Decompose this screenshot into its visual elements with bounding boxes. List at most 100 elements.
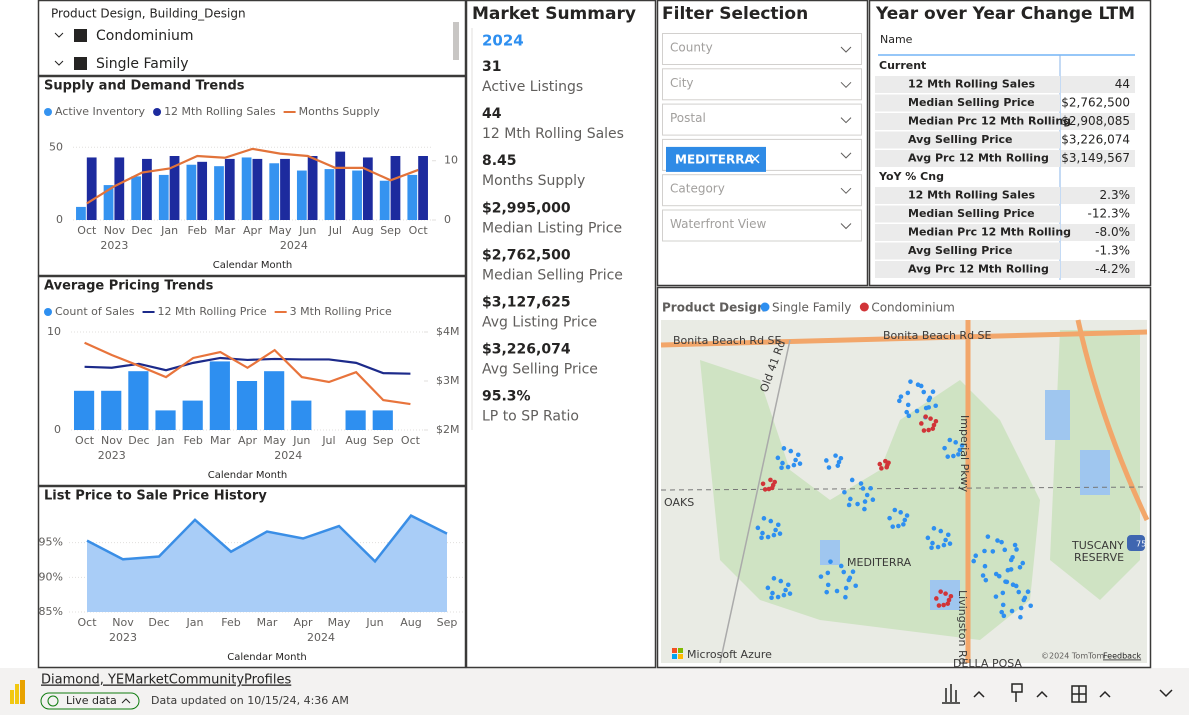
map-dot xyxy=(990,549,996,554)
map-dot xyxy=(771,532,777,538)
row-bg xyxy=(875,150,1060,167)
line-series xyxy=(86,147,419,205)
map-dot xyxy=(775,594,781,600)
x-tick-label: Jan xyxy=(186,616,204,629)
row-value: 44 xyxy=(1115,77,1130,91)
x-tick-label: Feb xyxy=(183,434,202,447)
map-dot xyxy=(780,460,785,466)
kpi-label: Median Selling Price xyxy=(482,267,623,283)
year-label: 2024 xyxy=(274,449,302,462)
x-tick-label: Aug xyxy=(352,224,373,237)
x-tick-label: Apr xyxy=(243,224,263,237)
slicer-item[interactable]: Condominium xyxy=(96,28,193,44)
filter-box[interactable] xyxy=(662,174,862,207)
map-dot xyxy=(921,389,927,395)
map-dot xyxy=(1012,542,1018,548)
map-dot xyxy=(995,538,1000,543)
x-tick-label: Sep xyxy=(373,434,394,447)
x-tick-label: Nov xyxy=(101,434,123,447)
map-dot xyxy=(1022,595,1028,601)
filter-box[interactable] xyxy=(662,103,862,136)
row-name: Avg Selling Price xyxy=(908,133,1012,146)
x-tick-label: Aug xyxy=(400,616,421,629)
filter-box[interactable] xyxy=(662,33,862,65)
live-pill[interactable] xyxy=(40,692,140,710)
x-tick-label: Sep xyxy=(380,224,401,237)
map-dot xyxy=(850,569,856,575)
bar xyxy=(158,174,169,220)
map-dot xyxy=(915,382,921,388)
chip-remove[interactable] xyxy=(750,154,760,164)
report-name[interactable]: Diamond, YEMarketCommunityProfiles xyxy=(41,673,291,688)
x-tick-label: Jan xyxy=(160,224,178,237)
map-dot xyxy=(777,531,783,536)
map-dot xyxy=(775,455,781,461)
map-dot xyxy=(1025,589,1031,595)
map-dot xyxy=(1000,590,1006,596)
map-label: 75 xyxy=(1136,540,1146,549)
map-dot xyxy=(999,609,1004,615)
row-name: Avg Prc 12 Mth Rolling xyxy=(908,263,1049,276)
x-tick-label: Feb xyxy=(221,616,240,629)
kpi-value: $3,226,074 xyxy=(482,342,571,358)
year-label: 2023 xyxy=(100,239,128,252)
y2-tick-label: 10 xyxy=(444,154,458,167)
map-dot xyxy=(824,589,829,595)
map-dot xyxy=(1020,560,1026,566)
row-bg xyxy=(875,94,1060,112)
map-dot xyxy=(943,537,948,543)
map-dot xyxy=(862,499,868,504)
row-value: -1.3% xyxy=(1095,244,1130,258)
map-dot xyxy=(781,592,787,598)
slicer-item[interactable]: Single Family xyxy=(96,56,189,72)
map-dot xyxy=(762,487,768,492)
row-bg xyxy=(875,224,1060,241)
chart-title: Supply and Demand Trends xyxy=(44,79,245,94)
legend-label: Active Inventory xyxy=(55,105,146,118)
map-dot xyxy=(945,532,951,538)
x-tick-label: Jul xyxy=(328,224,342,237)
map-dot xyxy=(825,582,831,588)
map-dot xyxy=(765,585,771,591)
map-dot xyxy=(930,540,935,546)
map-dot xyxy=(996,573,1002,579)
map-dot xyxy=(936,603,942,608)
kpi-value: $3,127,625 xyxy=(482,295,571,311)
legend-dot xyxy=(44,308,52,316)
year-label: 2024 xyxy=(307,631,335,644)
map-dot xyxy=(1018,605,1024,611)
bar xyxy=(280,158,290,220)
map-dot xyxy=(945,601,951,606)
panel-title: Year over Year Change LTM xyxy=(875,4,1135,24)
row-bg xyxy=(875,76,1060,93)
filter-label: Postal xyxy=(670,111,706,125)
map-label: Imperial Pkwy xyxy=(958,415,971,493)
chevron xyxy=(121,698,131,704)
map-label: TUSCANY xyxy=(1071,539,1124,552)
map-dot xyxy=(775,522,781,528)
map-dot xyxy=(953,440,958,445)
map-dot xyxy=(843,594,848,600)
map-brand: Microsoft Azure xyxy=(687,648,772,661)
map-dot xyxy=(842,489,847,495)
map-dot xyxy=(943,591,948,596)
row-value: -4.2% xyxy=(1095,262,1130,276)
map-dot xyxy=(846,502,852,508)
x-tick-label: May xyxy=(263,434,286,447)
x-tick-label: Jun xyxy=(292,434,310,447)
bar xyxy=(269,163,280,220)
bar xyxy=(197,161,208,220)
map-feedback[interactable]: Feedback xyxy=(1103,652,1141,661)
kpi-value: 31 xyxy=(482,59,501,75)
map-dot xyxy=(843,585,849,591)
kpi-value: $2,995,000 xyxy=(482,200,571,216)
bar xyxy=(209,361,230,430)
x-tick-label: Mar xyxy=(210,434,231,447)
filter-box[interactable] xyxy=(662,209,862,242)
bar xyxy=(362,157,373,220)
kpi-value: $2,762,500 xyxy=(482,247,571,263)
filter-box[interactable] xyxy=(662,68,862,101)
bar xyxy=(76,206,86,220)
map-title: Product Design xyxy=(662,301,766,315)
kpi-label: 12 Mth Rolling Sales xyxy=(482,126,624,142)
